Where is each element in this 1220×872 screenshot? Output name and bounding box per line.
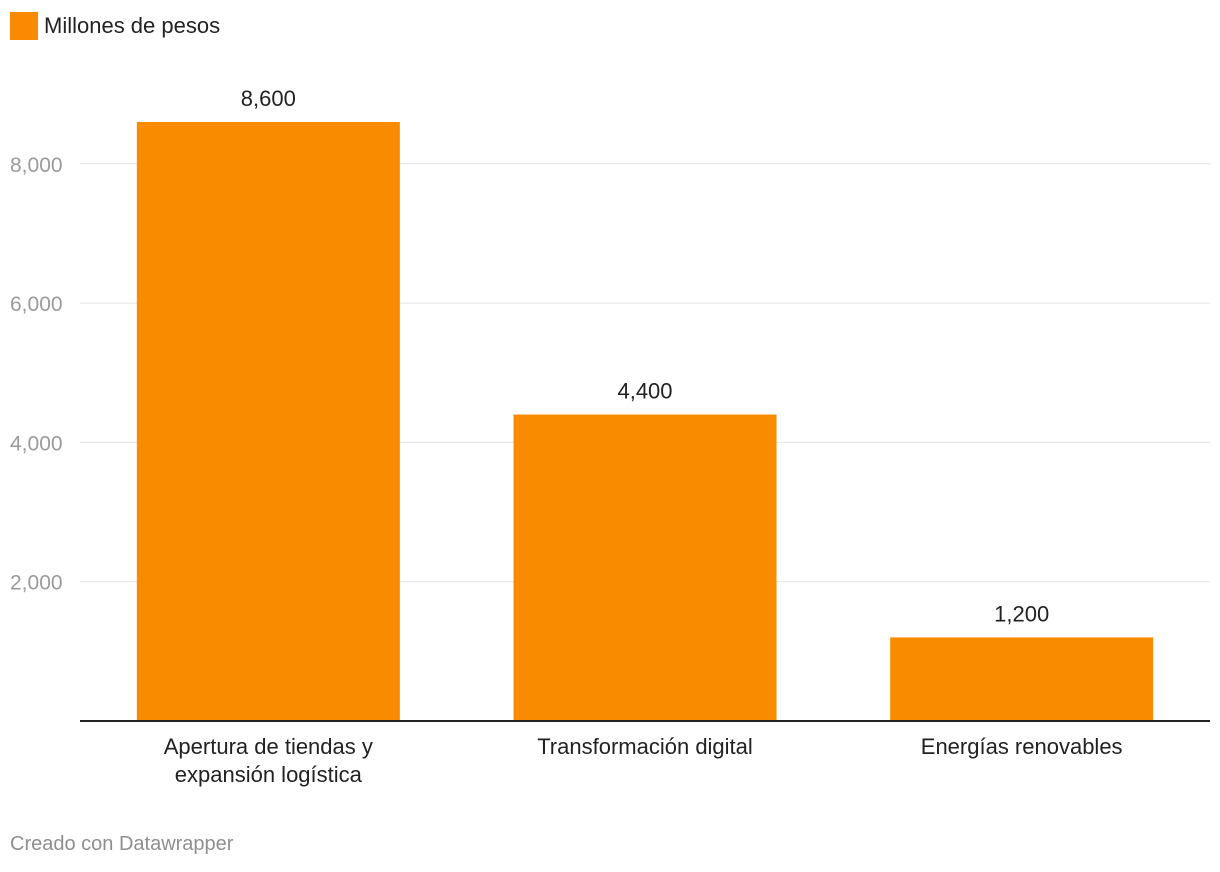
x-category-label-line: Transformación digital	[537, 734, 753, 759]
y-tick-label: 2,000	[10, 572, 63, 595]
bars	[136, 122, 1154, 721]
y-tick-label: 6,000	[10, 293, 63, 316]
legend-label: Millones de pesos	[44, 13, 221, 38]
y-tick-label: 4,000	[10, 432, 63, 455]
x-category-label-line: Energías renovables	[921, 734, 1123, 759]
bar-value-labels: 8,600 4,400 1,200	[241, 86, 1049, 626]
x-category-label: Apertura de tiendas y expansión logística	[164, 734, 373, 787]
legend: Millones de pesos	[10, 12, 220, 40]
y-axis-tick-labels: 2,000 4,000 6,000 8,000	[10, 154, 63, 595]
bar-value-label: 4,400	[617, 379, 672, 404]
bar-value-label: 8,600	[241, 86, 296, 111]
bar-value-label: 1,200	[994, 601, 1049, 626]
bar	[890, 637, 1154, 721]
bar	[136, 122, 400, 721]
legend-swatch	[10, 12, 38, 40]
x-axis-category-labels: Apertura de tiendas y expansión logística…	[164, 734, 1123, 787]
x-category-label-line: Apertura de tiendas y	[164, 734, 373, 759]
x-category-label: Transformación digital	[537, 734, 753, 759]
x-category-label-line: expansión logística	[175, 762, 363, 787]
credit-text: Creado con Datawrapper	[10, 833, 234, 855]
bar	[513, 414, 777, 721]
x-category-label: Energías renovables	[921, 734, 1123, 759]
y-tick-label: 8,000	[10, 154, 63, 177]
